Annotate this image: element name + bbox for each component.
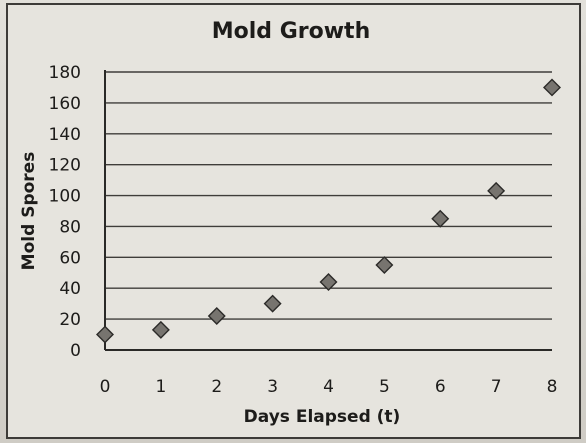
y-tick-160: 160 (49, 94, 81, 114)
data-point-day-6 (431, 209, 450, 228)
x-tick-6: 6 (435, 377, 446, 397)
y-tick-180: 180 (49, 63, 81, 83)
data-point-day-3 (263, 294, 282, 313)
y-tick-0: 0 (70, 341, 81, 361)
y-tick-labels: 0 20 40 60 80 100 120 140 160 180 (49, 63, 81, 361)
data-point-day-8 (543, 78, 561, 97)
data-point-day-2 (207, 307, 226, 326)
y-tick-20: 20 (59, 310, 81, 330)
y-tick-100: 100 (49, 187, 81, 207)
y-tick-40: 40 (59, 279, 81, 299)
data-point-day-0 (96, 325, 114, 344)
y-tick-80: 80 (59, 217, 81, 237)
y-tick-60: 60 (59, 248, 81, 268)
data-point-day-1 (151, 320, 170, 339)
data-points (96, 78, 561, 344)
y-tick-120: 120 (49, 156, 81, 176)
x-tick-2: 2 (211, 377, 222, 397)
x-tick-0: 0 (100, 377, 111, 397)
x-tick-7: 7 (491, 377, 502, 397)
axis-layer (104, 70, 552, 351)
x-tick-labels: 0 1 2 3 4 5 6 7 8 (100, 377, 558, 397)
data-point-day-4 (319, 273, 338, 292)
data-point-day-5 (375, 256, 394, 275)
y-tick-140: 140 (49, 125, 81, 145)
y-axis-title: Mold Spores (19, 152, 39, 271)
x-tick-4: 4 (323, 377, 334, 397)
grid-layer (105, 71, 552, 320)
x-axis-title: Days Elapsed (t) (244, 407, 401, 427)
x-tick-5: 5 (379, 377, 390, 397)
data-point-day-7 (487, 181, 506, 200)
x-tick-3: 3 (267, 377, 278, 397)
x-tick-1: 1 (155, 377, 166, 397)
chart-title: Mold Growth (212, 19, 370, 44)
chart-frame (6, 3, 581, 439)
x-tick-8: 8 (547, 377, 558, 397)
